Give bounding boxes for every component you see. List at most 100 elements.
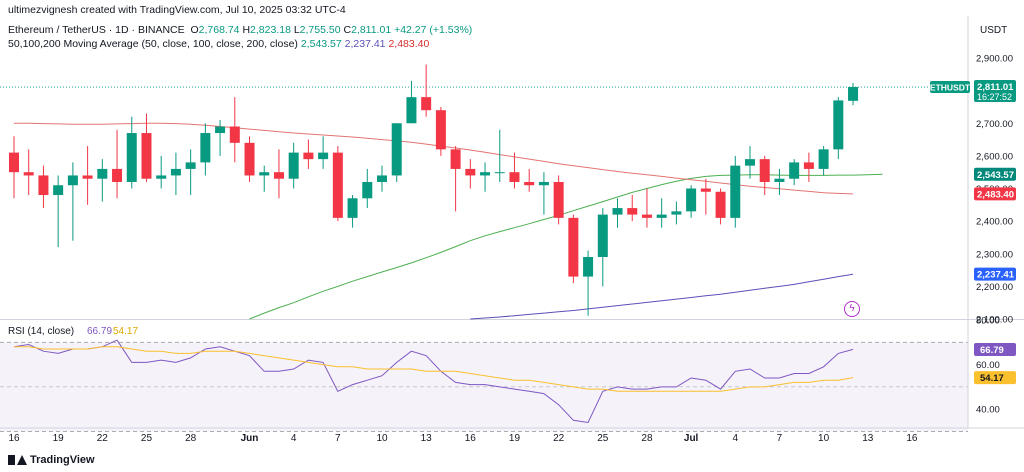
- time-tick-label: 13: [421, 433, 433, 444]
- high-label: H: [242, 24, 251, 36]
- open-label: O: [190, 24, 199, 36]
- candle-body: [141, 133, 152, 179]
- candle-body: [627, 208, 638, 215]
- time-tick-label: 25: [141, 433, 153, 444]
- price-tick-label: 2,100.00: [976, 315, 1013, 326]
- price-tick-label: 2,200.00: [976, 282, 1013, 293]
- time-tick-label: 4: [291, 433, 297, 444]
- candle-body: [332, 152, 343, 218]
- low-value: 2,755.50: [299, 24, 341, 36]
- time-tick-label: 16: [465, 433, 477, 444]
- time-tick-label: Jun: [241, 433, 259, 444]
- candle-body: [538, 181, 549, 186]
- time-tick-label: 25: [597, 433, 609, 444]
- symbol-tag: [930, 81, 970, 94]
- rsi-line-rsi-ma: [14, 346, 854, 392]
- countdown-label: 16:27:52: [977, 92, 1012, 102]
- time-tick-label: 16: [906, 433, 918, 444]
- candle-body: [53, 185, 64, 196]
- time-tick-label: 19: [53, 433, 65, 444]
- ma-line-ma-50: [249, 173, 883, 320]
- rsi-legend-ma-value: 54.17: [113, 326, 138, 337]
- candle-body: [347, 198, 358, 218]
- candle-body: [23, 172, 34, 176]
- candle-body: [362, 181, 373, 199]
- candle-body: [229, 126, 240, 143]
- ma200-price-tag-label: 2,483.40: [977, 189, 1014, 200]
- candle-body: [700, 188, 711, 192]
- candle-body: [450, 149, 461, 169]
- candle-body: [774, 178, 785, 182]
- footer-brand: TradingView: [8, 454, 95, 466]
- ma-line-ma-100: [470, 273, 854, 320]
- rsi-tick-label: 60.00: [976, 360, 1000, 371]
- time-tick-label: 22: [553, 433, 565, 444]
- ma200-value: 2,483.40: [388, 38, 430, 50]
- candle-body: [185, 162, 196, 169]
- time-tick-label: Jul: [684, 433, 699, 444]
- candle-body: [126, 133, 137, 182]
- tradingview-logo-icon: [8, 455, 27, 465]
- candle-body: [803, 162, 814, 169]
- candle-body: [97, 168, 108, 179]
- candle-body: [833, 100, 844, 150]
- high-value: 2,823.18: [250, 24, 291, 36]
- time-tick-label: 13: [862, 433, 874, 444]
- price-tick-label: 2,300.00: [976, 249, 1013, 260]
- candle-body: [156, 175, 167, 179]
- low-label: L: [293, 24, 300, 36]
- time-tick-label: 16: [8, 433, 20, 444]
- ma100-value: 2,237.41: [344, 38, 386, 50]
- time-tick-label: 22: [97, 433, 109, 444]
- candle-body: [759, 159, 770, 182]
- candle-body: [818, 149, 829, 169]
- candle-body: [318, 152, 329, 160]
- candle-body: [524, 181, 535, 186]
- candle-body: [67, 175, 78, 186]
- candle-body: [38, 175, 49, 196]
- rsi-ma-value-tag-label: 54.17: [980, 373, 1004, 384]
- currency-label: USDT: [980, 25, 1007, 36]
- candle-body: [553, 181, 564, 218]
- candle-body: [288, 152, 299, 179]
- candle-body: [612, 208, 623, 215]
- rsi-value-tag-label: 66.79: [980, 345, 1004, 356]
- time-tick-label: 28: [641, 433, 653, 444]
- time-tick-label: 19: [509, 433, 521, 444]
- rsi-legend-title: RSI (14, close): [8, 326, 74, 337]
- price-tick-label: 2,700.00: [976, 119, 1013, 130]
- rsi-line-rsi: [13, 339, 854, 424]
- ma50-price-tag-label: 2,543.57: [977, 170, 1014, 181]
- ma50-price-tag: [974, 167, 1016, 181]
- rsi-legend-value: 66.79: [87, 326, 112, 337]
- ma100-price-tag: [974, 267, 1016, 281]
- change-value: +42.27 (+1.53%): [394, 24, 473, 36]
- candle-body: [273, 172, 284, 179]
- candle-body: [641, 214, 652, 218]
- candle-body: [583, 257, 594, 277]
- candle-body: [259, 172, 270, 176]
- candle-body: [730, 165, 741, 218]
- candle-body: [494, 172, 505, 174]
- candle-body: [465, 168, 476, 176]
- candle-body: [9, 152, 19, 173]
- symbol-name: Ethereum / TetherUS · 1D · BINANCE: [8, 24, 185, 36]
- candle-body: [686, 188, 697, 212]
- open-value: 2,768.74: [198, 24, 240, 36]
- close-label: C: [343, 24, 352, 36]
- lightning-icon[interactable]: ϟ: [844, 301, 860, 317]
- rsi-ma-value-tag: [974, 371, 1016, 385]
- price-tick-label: 2,400.00: [976, 217, 1013, 228]
- ma50-value: 2,543.57: [300, 38, 342, 50]
- symbol-legend: Ethereum / TetherUS · 1D · BINANCE O2,76…: [8, 24, 472, 36]
- price-tick-label: 2,600.00: [976, 151, 1013, 162]
- chart-credit: ultimezvignesh created with TradingView.…: [8, 4, 346, 16]
- ma-label: 50,100,200 Moving Average (50, close, 10…: [8, 38, 298, 50]
- time-tick-label: 7: [777, 433, 783, 444]
- last-price-label: 2,811.01: [977, 82, 1014, 93]
- symbol-tag-label: ETHUSDT: [930, 83, 971, 93]
- ma200-price-tag: [974, 187, 1016, 201]
- last-price-tag: [974, 80, 1016, 103]
- time-tick-label: 28: [185, 433, 197, 444]
